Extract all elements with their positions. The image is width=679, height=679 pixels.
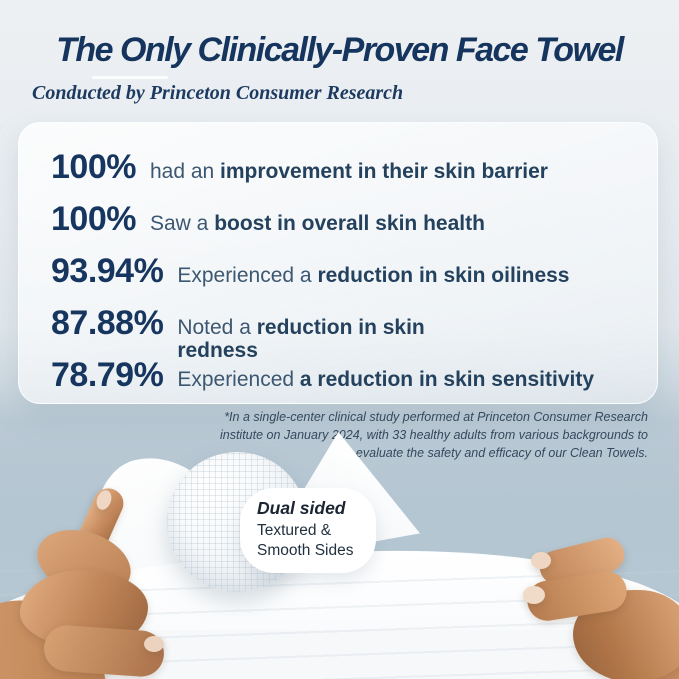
towel-photo: Dual sided Textured & Smooth Sides [0, 400, 679, 679]
stat-description-bold: reduction in skin redness [177, 316, 425, 362]
left-finger [42, 623, 166, 679]
stat-value: 100% [51, 200, 136, 238]
stat-row: 87.88% Noted a reduction in skin redness [51, 304, 633, 361]
left-hand [0, 483, 244, 679]
stat-description: Saw a boost in overall skin health [149, 212, 485, 236]
clinical-stats-card: 100% had an improvement in their skin ba… [18, 122, 658, 404]
fingernail [523, 586, 545, 604]
stat-row: 100% had an improvement in their skin ba… [51, 148, 633, 200]
study-footnote: *In a single-center clinical study perfo… [220, 408, 648, 462]
right-hand [519, 534, 679, 679]
dual-sided-callout: Dual sided Textured & Smooth Sides [240, 488, 376, 573]
stat-row: 93.94% Experienced a reduction in skin o… [51, 252, 633, 304]
page-title: The Only Clinically-Proven Face Towel [56, 31, 624, 69]
callout-title: Dual sided [257, 498, 346, 518]
fingernail [144, 636, 164, 652]
callout-line: Textured & [257, 522, 332, 539]
footnote-line: *In a single-center clinical study perfo… [224, 410, 648, 424]
stat-description-normal: had an [149, 160, 215, 183]
stat-value: 78.79% [51, 356, 164, 394]
stat-description-bold: reduction in skin oiliness [317, 264, 570, 287]
stat-description: had an improvement in their skin barrier [149, 160, 548, 184]
stat-description: Experienced a reduction in skin sensitiv… [177, 368, 595, 392]
stat-description: Noted a reduction in skin redness [177, 316, 477, 362]
fingernail [531, 552, 551, 569]
stat-description-normal: Experienced a [177, 264, 312, 287]
stat-description-bold: boost in overall skin health [214, 212, 485, 235]
callout-line: Smooth Sides [257, 541, 354, 559]
stat-description-normal: Noted a [177, 316, 251, 339]
stat-value: 93.94% [51, 252, 164, 290]
footnote-line: evaluate the safety and efficacy of our … [355, 446, 648, 460]
stat-description-bold: improvement in their skin barrier [220, 160, 548, 183]
stat-value: 87.88% [51, 304, 164, 342]
stat-row: 100% Saw a boost in overall skin health [51, 200, 633, 252]
subtitle: Conducted by Princeton Consumer Research [32, 82, 404, 104]
title-underline [92, 76, 168, 79]
stat-description-normal: Saw a [149, 212, 209, 235]
stat-description-bold: a reduction in skin sensitivity [299, 368, 595, 391]
stat-description-normal: Experienced [177, 368, 295, 391]
footnote-line: institute on January 2024, with 33 healt… [219, 428, 648, 442]
stat-description: Experienced a reduction in skin oiliness [177, 264, 570, 288]
stat-row: 78.79% Experienced a reduction in skin s… [51, 356, 633, 408]
stat-value: 100% [51, 148, 136, 186]
